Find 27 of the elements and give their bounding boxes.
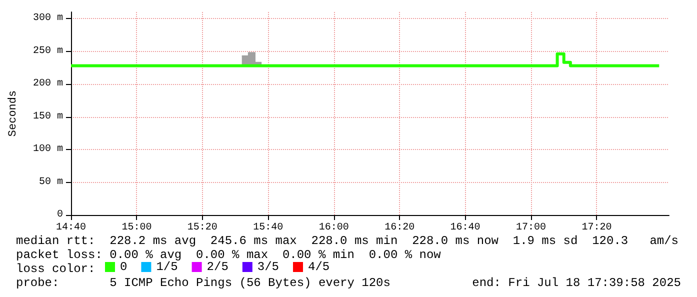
x-tick-label: 16:00 [318,222,349,234]
x-tick-label: 15:20 [187,222,218,234]
y-tick-label: 300 m [32,13,63,24]
x-tick-label: 14:40 [56,222,86,234]
x-tick-label: 17:00 [516,222,546,234]
legend-label: 2/5 [206,260,228,274]
text: median rtt: 228.2 ms avg 245.6 ms max 228.0 ms min 228.0 ms now 1.9 ms sd 120.3 am/s [16,234,679,248]
x-tick-label: 17:20 [582,222,612,234]
legend-label: 3/5 [257,260,280,274]
y-tick-label: 50 m [38,176,63,188]
y-tick-label: 200 m [32,78,63,90]
y-tick-label: 0 [56,210,63,220]
text: end: Fri Jul 18 17:39:58 2025 [472,276,681,290]
y-tick-label: 100 m [32,144,63,156]
legend-label: 0 [120,260,128,274]
x-tick-label: 15:40 [253,222,284,234]
x-tick-label: 16:20 [384,222,415,234]
legend-label: 4/5 [308,260,330,274]
legend-label: 1/5 [156,260,178,274]
text: packet loss: 0.00 % avg 0.00 % max 0.00 % min 0.00 % now [16,248,441,262]
legend-title: loss color: [16,262,96,276]
x-tick-label: 16:40 [450,222,480,234]
y-tick-label: 250 m [32,46,63,57]
y-tick-label: 150 m [32,111,63,122]
y-axis-title: Seconds [8,90,20,137]
x-tick-label: 15:00 [122,222,152,234]
text: probe: 5 ICMP Echo Pings (56 Bytes) every 120s [16,276,390,290]
